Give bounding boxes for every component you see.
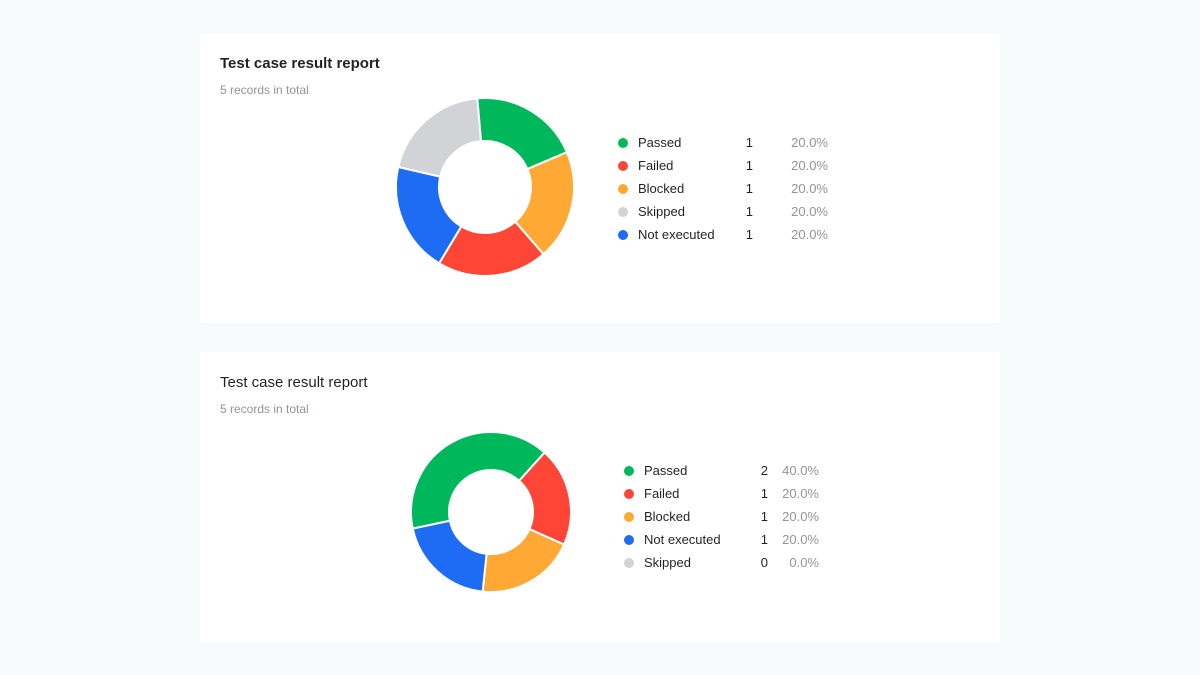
- legend-label: Failed: [638, 158, 674, 173]
- legend-label: Passed: [638, 135, 682, 150]
- legend-dot-icon: [624, 489, 634, 499]
- legend-label: Blocked: [638, 181, 685, 196]
- legend-label: Passed: [644, 463, 688, 478]
- legend-label: Not executed: [644, 532, 721, 547]
- legend-count: 1: [745, 135, 753, 150]
- donut-chart: [395, 97, 575, 277]
- donut-slice-passed[interactable]: [410, 431, 546, 530]
- legend-dot-icon: [618, 230, 628, 240]
- legend-label: Skipped: [638, 204, 685, 219]
- legend-count: 2: [760, 463, 768, 478]
- legend-dot-icon: [618, 138, 628, 148]
- legend-percent: 20.0%: [791, 135, 828, 150]
- donut-slice-blocked[interactable]: [481, 528, 566, 593]
- legend-count: 1: [760, 532, 768, 547]
- legend-dot-icon: [624, 466, 634, 476]
- legend-dot-icon: [618, 207, 628, 217]
- donut-chart: [410, 431, 572, 593]
- legend-percent: 20.0%: [782, 509, 819, 524]
- legend-percent: 20.0%: [782, 486, 819, 501]
- legend-percent: 20.0%: [791, 158, 828, 173]
- legend-percent: 0.0%: [789, 555, 819, 570]
- chart-title: Test case result report: [220, 374, 368, 391]
- legend-percent: 20.0%: [791, 204, 828, 219]
- legend-percent: 20.0%: [791, 227, 828, 242]
- legend-label: Blocked: [644, 509, 691, 524]
- legend-percent: 20.0%: [782, 532, 819, 547]
- legend-label: Not executed: [638, 227, 715, 242]
- donut-slice-skipped[interactable]: [397, 97, 482, 178]
- donut-slice-not-executed[interactable]: [411, 519, 488, 593]
- legend-percent: 40.0%: [782, 463, 819, 478]
- legend-dot-icon: [618, 184, 628, 194]
- legend-label: Failed: [644, 486, 680, 501]
- legend-count: 1: [745, 158, 753, 173]
- legend-count: 1: [745, 227, 753, 242]
- legend-dot-icon: [624, 512, 634, 522]
- chart-title: Test case result report: [220, 55, 380, 72]
- legend-count: 1: [745, 204, 753, 219]
- legend-dot-icon: [618, 161, 628, 171]
- chart-subtitle: 5 records in total: [220, 83, 309, 97]
- report-card-2: Test case result report 5 records in tot…: [200, 352, 1000, 642]
- legend-label: Skipped: [644, 555, 691, 570]
- legend-dot-icon: [624, 535, 634, 545]
- legend-count: 1: [745, 181, 753, 196]
- chart-subtitle: 5 records in total: [220, 402, 309, 416]
- legend-count: 0: [760, 555, 768, 570]
- legend-dot-icon: [624, 558, 634, 568]
- legend-percent: 20.0%: [791, 181, 828, 196]
- report-card-1: Test case result report 5 records in tot…: [200, 33, 1000, 323]
- legend-count: 1: [760, 509, 768, 524]
- legend-count: 1: [760, 486, 768, 501]
